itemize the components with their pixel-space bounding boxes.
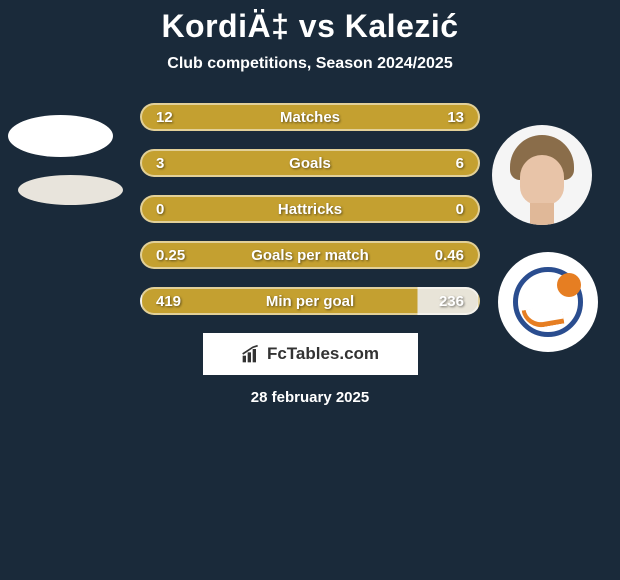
watermark: FcTables.com: [203, 333, 418, 375]
stat-left-value: 0: [156, 201, 164, 218]
stat-bar-matches: 12 Matches 13: [140, 103, 480, 131]
stat-row: 0 Hattricks 0: [0, 195, 620, 223]
comparison-card: KordiÄ‡ vs Kalezić Club competitions, Se…: [0, 0, 620, 406]
stat-label: Hattricks: [278, 201, 342, 218]
stat-right-value: 236: [439, 293, 464, 310]
stat-label: Min per goal: [266, 293, 354, 310]
stat-bar-goals-per-match: 0.25 Goals per match 0.46: [140, 241, 480, 269]
stat-left-value: 3: [156, 155, 164, 172]
page-subtitle: Club competitions, Season 2024/2025: [0, 55, 620, 73]
stat-right-value: 0: [456, 201, 464, 218]
stat-label: Matches: [280, 109, 340, 126]
page-title: KordiÄ‡ vs Kalezić: [0, 8, 620, 45]
stat-right-value: 13: [447, 109, 464, 126]
stat-label: Goals per match: [251, 247, 369, 264]
stat-left-value: 0.25: [156, 247, 185, 264]
stat-row: 419 Min per goal 236: [0, 287, 620, 315]
stat-right-value: 6: [456, 155, 464, 172]
stat-left-value: 12: [156, 109, 173, 126]
stat-bar-min-per-goal: 419 Min per goal 236: [140, 287, 480, 315]
stat-label: Goals: [289, 155, 331, 172]
stat-left-value: 419: [156, 293, 181, 310]
stat-bar-hattricks: 0 Hattricks 0: [140, 195, 480, 223]
stat-row: 12 Matches 13: [0, 103, 620, 131]
stat-row: 0.25 Goals per match 0.46: [0, 241, 620, 269]
stat-right-value: 0.46: [435, 247, 464, 264]
chart-icon: [241, 344, 261, 364]
stat-row: 3 Goals 6: [0, 149, 620, 177]
watermark-text: FcTables.com: [267, 344, 379, 364]
date-label: 28 february 2025: [0, 389, 620, 406]
stat-bar-goals: 3 Goals 6: [140, 149, 480, 177]
stats-area: 12 Matches 13 3 Goals 6 0 Hattricks 0 0.…: [0, 103, 620, 315]
